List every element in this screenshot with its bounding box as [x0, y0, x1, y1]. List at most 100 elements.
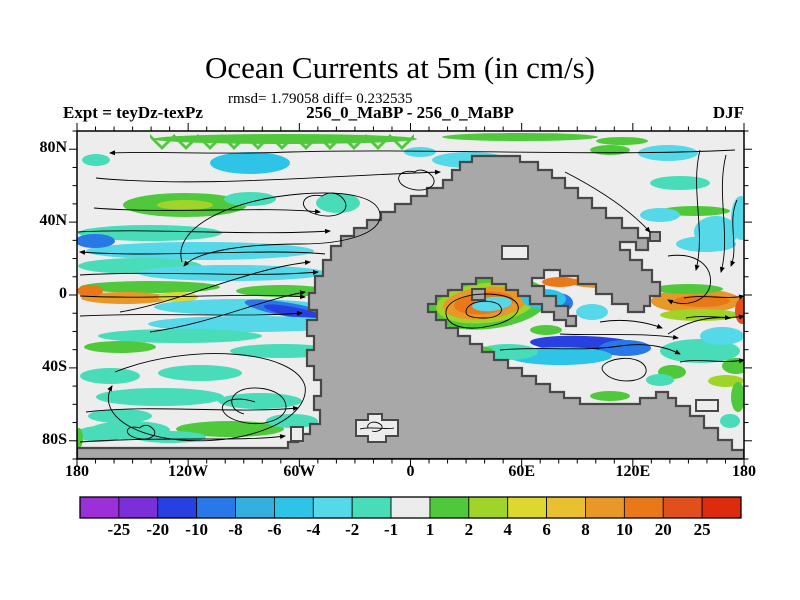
colorbar-segment: [312, 496, 353, 519]
streamline: [107, 353, 306, 442]
experiment-label: Expt = teyDz-texPz: [63, 103, 203, 122]
streamline: [93, 207, 321, 214]
anomaly-patch: [84, 341, 156, 353]
anomaly-patch: [176, 421, 284, 437]
anomaly-patch: [640, 208, 680, 222]
axis-ticks: [69, 123, 752, 467]
colorbar: [79, 496, 742, 519]
anomaly-patch: [98, 329, 262, 343]
x-tick-label: 180: [732, 463, 756, 480]
anomaly-patch: [316, 193, 360, 213]
anomaly-patch: [77, 426, 124, 442]
anomaly-patch: [77, 285, 103, 297]
anomaly-patch: [660, 339, 740, 363]
y-tick-label: 80S: [42, 430, 67, 448]
anomaly-patch: [731, 382, 744, 412]
colorbar-segment: [390, 496, 431, 519]
colorbar-level-label: 8: [581, 520, 590, 539]
y-tick-label: 80N: [39, 139, 67, 157]
island: [649, 231, 661, 242]
x-tick-label: 120E: [615, 463, 651, 480]
colorbar-level-label: -1: [383, 520, 399, 539]
season-label: DJF: [712, 103, 744, 122]
anomaly-patch: [646, 374, 674, 386]
anomaly-patch: [735, 298, 744, 324]
anomaly-patch: [82, 154, 110, 166]
streamline: [77, 228, 331, 234]
anomaly-patch: [404, 147, 436, 157]
x-tick-label: 60W: [283, 463, 316, 480]
streamline: [119, 260, 311, 313]
streamline: [398, 169, 435, 191]
anomaly-patch: [157, 200, 213, 210]
anomaly-patch: [218, 393, 302, 409]
streamline: [599, 319, 663, 329]
anomaly-patch: [674, 295, 730, 307]
anomaly-patch: [77, 428, 83, 448]
streamline: [85, 405, 299, 413]
land-masses: [77, 154, 744, 459]
streamline: [465, 300, 502, 319]
colorbar-level-label: 20: [654, 520, 672, 539]
anomaly-patch: [148, 316, 352, 332]
colorbar-level-label: -2: [345, 520, 360, 539]
x-tick-label: 120W: [168, 463, 209, 480]
colorbar-segment: [701, 496, 742, 519]
y-tick-label: 40S: [42, 357, 67, 375]
streamline: [679, 358, 744, 364]
colorbar-level-label: -10: [185, 520, 208, 539]
streamline: [222, 387, 287, 425]
streamline: [601, 358, 647, 382]
anomaly-patch: [138, 265, 326, 281]
anomaly-patch: [596, 137, 648, 145]
anomaly-patch: [442, 133, 598, 141]
anomaly-patch: [77, 234, 115, 248]
streamline: [79, 310, 303, 317]
anomaly-patch: [722, 358, 744, 374]
streamline: [79, 269, 319, 276]
streamline: [367, 421, 383, 432]
colorbar-level-label: 6: [542, 520, 551, 539]
streamline: [730, 199, 738, 267]
colorbar-level-label: 25: [693, 520, 711, 539]
anomaly-patch: [530, 325, 562, 335]
streamline: [303, 192, 347, 217]
anomaly-patch: [576, 304, 608, 320]
streamline: [126, 424, 156, 440]
colorbar-segment: [546, 496, 586, 519]
anomaly-patch: [158, 365, 242, 381]
run-label: 256_0_MaBP - 256_0_MaBP: [306, 103, 514, 122]
colorbar-outline: [79, 496, 742, 519]
streamline: [149, 290, 306, 333]
anomaly-patch: [676, 236, 736, 252]
colorbar-level-label: 2: [464, 520, 474, 539]
colorbar-level-label: 10: [615, 520, 633, 539]
anomaly-patch: [650, 176, 710, 190]
anomaly-patch: [81, 292, 169, 304]
anomaly-patch: [542, 277, 578, 287]
x-tick-label: 0: [406, 463, 415, 480]
colorbar-level-label: 4: [503, 520, 512, 539]
streamline: [180, 192, 381, 267]
anomaly-patch: [660, 309, 740, 321]
colorbar-level-label: -25: [107, 520, 131, 539]
streamline: [719, 154, 727, 273]
anomaly-patch: [653, 284, 723, 294]
colorbar-segment: [585, 496, 625, 519]
colorbar-level-label: -6: [267, 520, 282, 539]
stats-annotation: rmsd= 1.79058 diff= 0.232535: [228, 91, 413, 107]
colorbar-segment: [623, 496, 664, 519]
anomaly-patch: [78, 225, 222, 241]
anomaly-patch: [86, 242, 314, 260]
colorbar-segment: [157, 496, 198, 519]
streamline: [79, 434, 286, 443]
streamline: [559, 333, 679, 340]
y-tick-label: 40N: [39, 212, 67, 230]
streamline: [445, 293, 519, 329]
colorbar-segment: [79, 496, 120, 519]
x-tick-label: 180: [65, 463, 89, 480]
streamline: [79, 249, 326, 255]
colorbar-segment: [468, 496, 509, 519]
